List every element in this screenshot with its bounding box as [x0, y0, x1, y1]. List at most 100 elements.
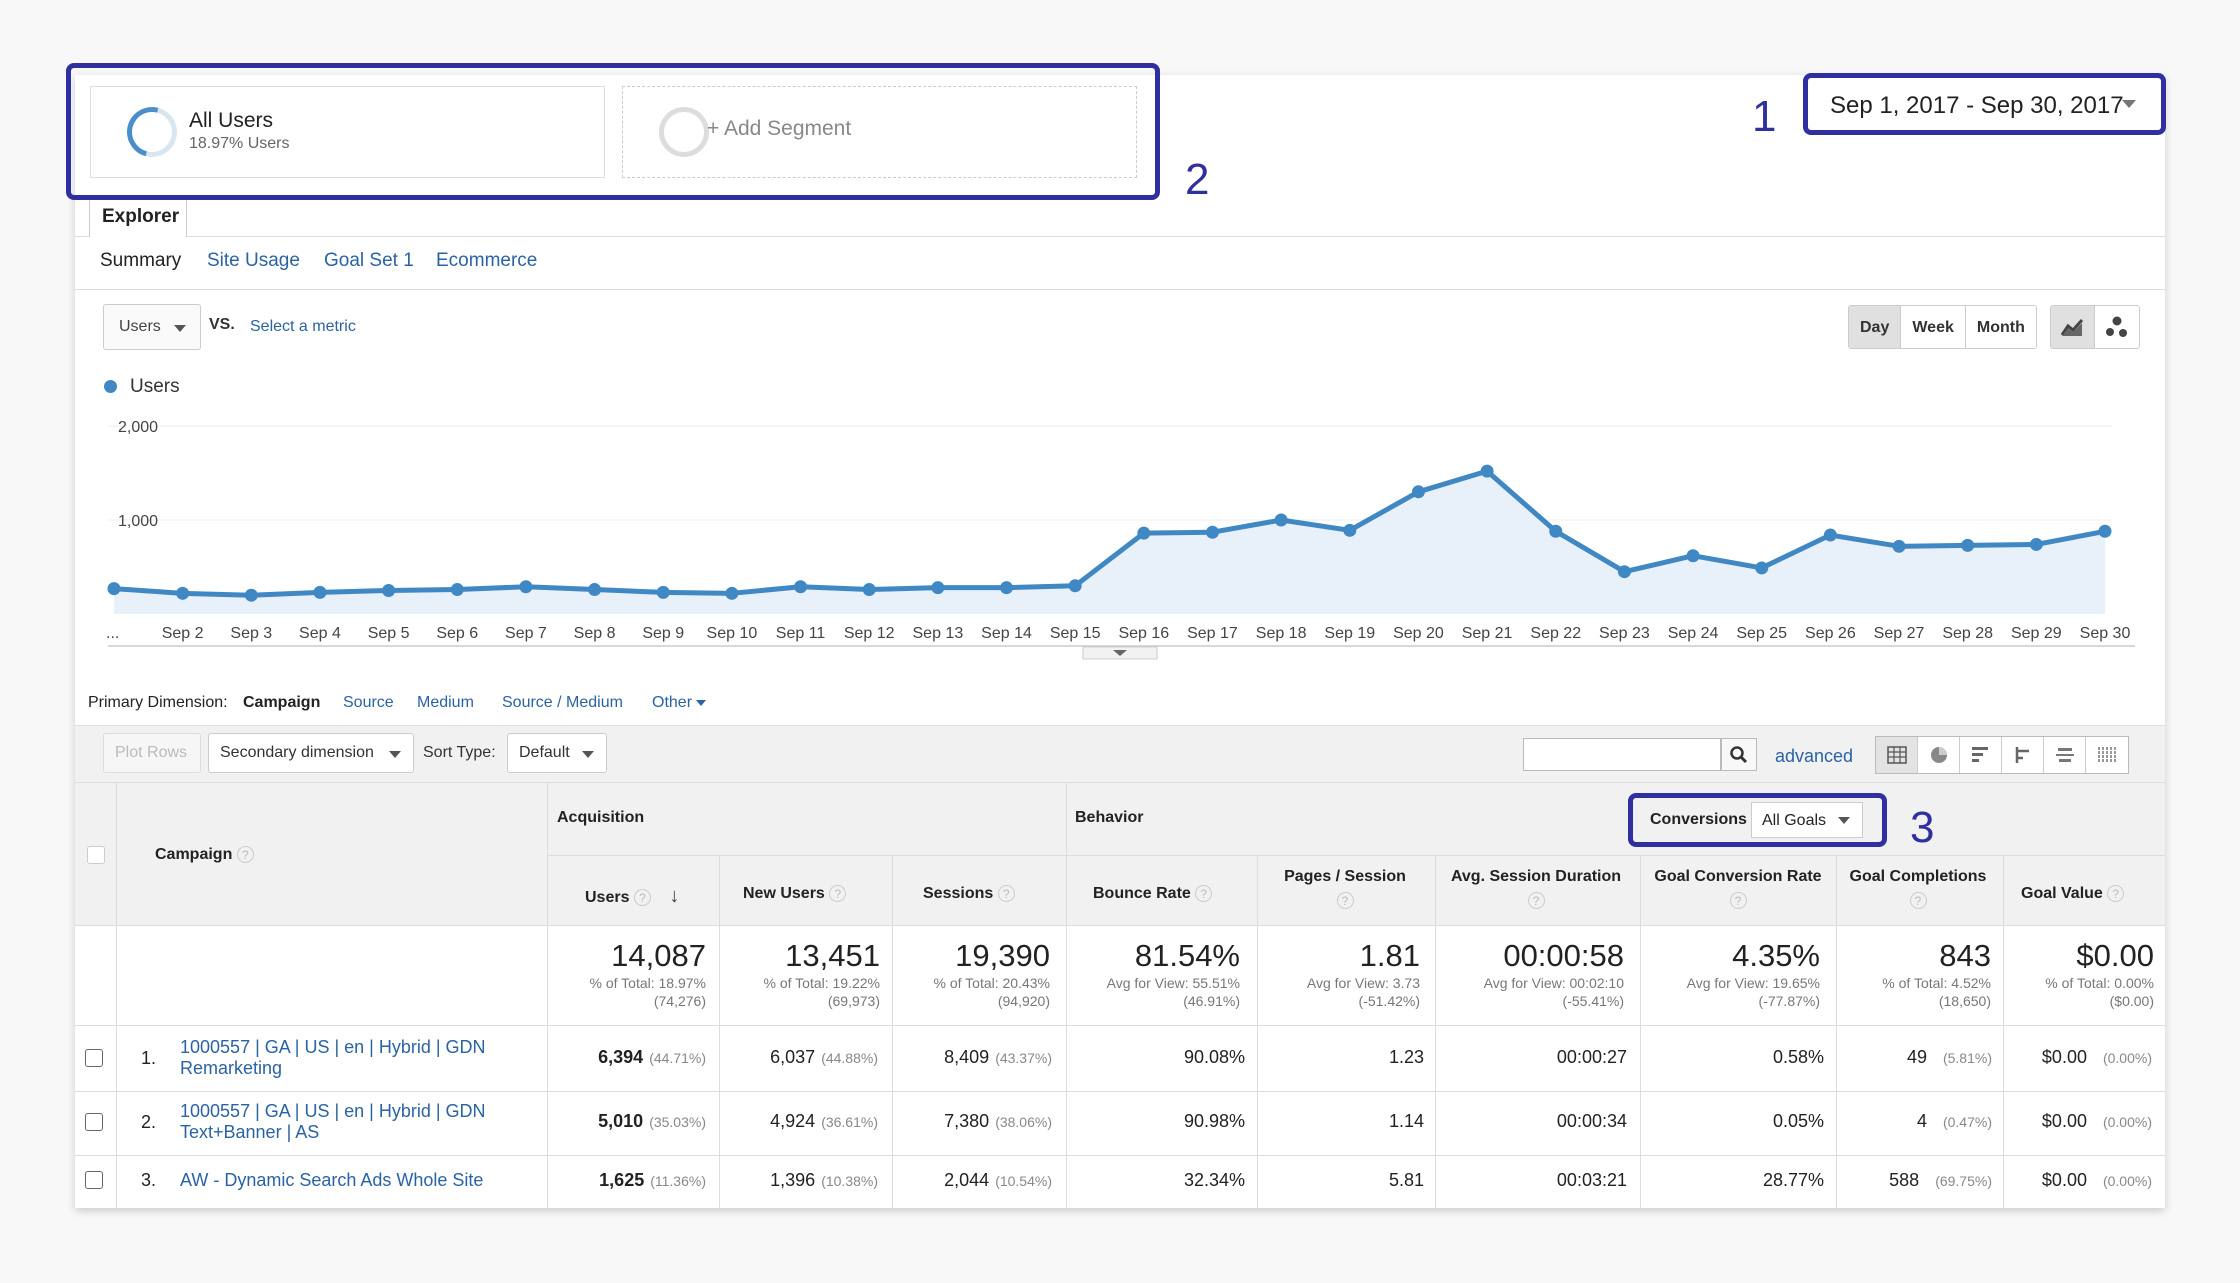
cell-goal-completions-value: 49 [1906, 1047, 1927, 1067]
metric-select[interactable]: Users [103, 304, 201, 350]
total-new-users: 13,451 [785, 938, 880, 973]
cell-pages-session: 1.23 [1388, 1047, 1424, 1067]
motion-chart-icon[interactable] [2095, 306, 2139, 348]
cell-users-pct: (35.03%) [649, 1114, 706, 1130]
cell-avg-duration: 00:03:21 [1556, 1170, 1627, 1190]
col-new-users-label: New Users [743, 885, 825, 902]
dimension-campaign[interactable]: Campaign [243, 694, 321, 711]
cell-new-users-pct: (36.61%) [821, 1114, 878, 1130]
total-completions-line2: (18,650) [1938, 993, 1991, 1009]
row-checkbox[interactable] [85, 1171, 103, 1189]
col-goal-conversion-rate[interactable]: Goal Conversion Rate? [1640, 868, 1836, 909]
cell-sessions: 8,409 (43.37%) [944, 1047, 1052, 1068]
pie-chart-icon[interactable] [1918, 737, 1960, 773]
month-button[interactable]: Month [1965, 306, 2036, 348]
cell-goal-completions-pct: (69.75%) [1935, 1173, 1992, 1189]
dimension-medium[interactable]: Medium [417, 694, 474, 711]
sort-type-value: Default [519, 744, 570, 761]
grid-line [892, 855, 893, 1208]
row-checkbox[interactable] [85, 1113, 103, 1131]
col-sessions-label: Sessions [923, 885, 994, 902]
table-search-input[interactable] [1523, 738, 1721, 771]
row-checkbox[interactable] [85, 1049, 103, 1067]
total-new-users-line2: (69,973) [827, 993, 880, 1009]
dimension-other[interactable]: Other [652, 694, 707, 712]
search-icon[interactable] [1721, 738, 1757, 771]
data-point [1961, 538, 1975, 552]
comparison-icon[interactable] [2002, 737, 2044, 773]
row-campaign-link[interactable]: 1000557 | GA | US | en | Hybrid | GDN Tex… [180, 1101, 486, 1143]
legend-label: Users [130, 376, 180, 397]
bar-chart-icon[interactable] [1960, 737, 2002, 773]
x-tick-label: Sep 23 [1599, 625, 1650, 642]
cell-users: 6,394 (44.71%) [598, 1047, 706, 1068]
subtab-goal-set-1[interactable]: Goal Set 1 [324, 250, 414, 271]
cell-goal-completions-pct: (5.81%) [1942, 1050, 1992, 1066]
series-line-users [113, 468, 2106, 598]
select-all-checkbox[interactable] [87, 846, 105, 864]
data-point [794, 580, 808, 594]
tab-explorer[interactable]: Explorer [89, 195, 187, 237]
cell-bounce-rate: 32.34% [1183, 1170, 1245, 1190]
help-icon: ? [997, 885, 1015, 903]
subtab-summary[interactable]: Summary [100, 250, 182, 271]
data-point [244, 588, 258, 602]
add-segment-button[interactable]: + Add Segment [622, 86, 1137, 178]
total-bounce-rate: 81.54% [1134, 938, 1240, 973]
primary-dimension-label: Primary Dimension: [88, 694, 228, 711]
data-table-icon[interactable] [1876, 737, 1918, 773]
cell-goal-value-value: $0.00 [2041, 1047, 2087, 1067]
sort-type-select[interactable]: Default [507, 733, 607, 773]
data-point [1892, 539, 1906, 553]
row-campaign-link[interactable]: AW - Dynamic Search Ads Whole Site [180, 1170, 484, 1190]
x-tick-label: Sep 9 [642, 625, 684, 642]
table-view-toggle [1875, 736, 2129, 774]
conversions-label: Conversions [1650, 811, 1747, 828]
goal-select[interactable]: All Goals [1751, 802, 1863, 838]
col-avg-session-duration[interactable]: Avg. Session Duration? [1436, 868, 1636, 909]
row-campaign-link[interactable]: 1000557 | GA | US | en | Hybrid | GDN Rem… [180, 1037, 486, 1079]
x-tick-label: Sep 5 [368, 625, 410, 642]
week-button[interactable]: Week [1901, 306, 1966, 348]
cell-users-value: 5,010 [598, 1111, 644, 1131]
col-goal-completions-label: Goal Completions [1849, 868, 1987, 885]
dimension-source-medium[interactable]: Source / Medium [502, 694, 623, 711]
total-goal-conversion-rate-avg: Avg for View: 19.65% (-77.87%) [1687, 974, 1820, 1010]
term-cloud-icon[interactable] [2044, 737, 2086, 773]
campaign-header[interactable]: Campaign ? [155, 846, 254, 864]
line-chart-icon[interactable] [2051, 306, 2095, 348]
advanced-filter-link[interactable]: advanced [1775, 746, 1854, 766]
col-pages-session[interactable]: Pages / Session? [1260, 868, 1430, 909]
col-pages-session-label: Pages / Session [1284, 868, 1406, 885]
data-point [1274, 513, 1288, 527]
pivot-icon[interactable] [2086, 737, 2128, 773]
col-users[interactable]: Users ? ↓ [585, 885, 679, 908]
x-tick-label: Sep 22 [1530, 625, 1581, 642]
col-goal-value[interactable]: Goal Value ? [2021, 885, 2125, 903]
cell-goal-conversion-rate: 28.77% [1762, 1170, 1824, 1190]
chart-type-toggle [2050, 305, 2140, 349]
x-tick-label: Sep 18 [1256, 625, 1307, 642]
select-metric-link[interactable]: Select a metric [250, 318, 356, 335]
add-segment-ring-icon [659, 107, 709, 157]
total-sessions-line2: (94,920) [997, 993, 1050, 1009]
date-highlight-box [1803, 73, 2166, 135]
col-new-users[interactable]: New Users ? [743, 885, 847, 903]
x-tick-label: Sep 6 [436, 625, 478, 642]
data-point [313, 585, 327, 599]
grid-line [75, 1091, 2165, 1092]
total-users-line1: % of Total: 18.97% [589, 975, 706, 991]
col-goal-completions[interactable]: Goal Completions? [1838, 868, 1998, 909]
subtab-site-usage[interactable]: Site Usage [207, 250, 300, 271]
subtab-ecommerce[interactable]: Ecommerce [436, 250, 538, 271]
secondary-dimension-select[interactable]: Secondary dimension [208, 733, 414, 773]
cell-goal-completions-pct: (0.47%) [1942, 1114, 1992, 1130]
col-sessions[interactable]: Sessions ? [923, 885, 1015, 903]
segment-all-users[interactable]: All Users 18.97% Users [90, 86, 605, 178]
day-button[interactable]: Day [1849, 306, 1902, 348]
plot-rows-button[interactable]: Plot Rows [103, 733, 201, 773]
col-bounce-rate[interactable]: Bounce Rate ? [1093, 885, 1213, 903]
x-tick-label: Sep 28 [1942, 625, 1993, 642]
x-tick-label: Sep 17 [1187, 625, 1238, 642]
dimension-source[interactable]: Source [343, 694, 394, 711]
